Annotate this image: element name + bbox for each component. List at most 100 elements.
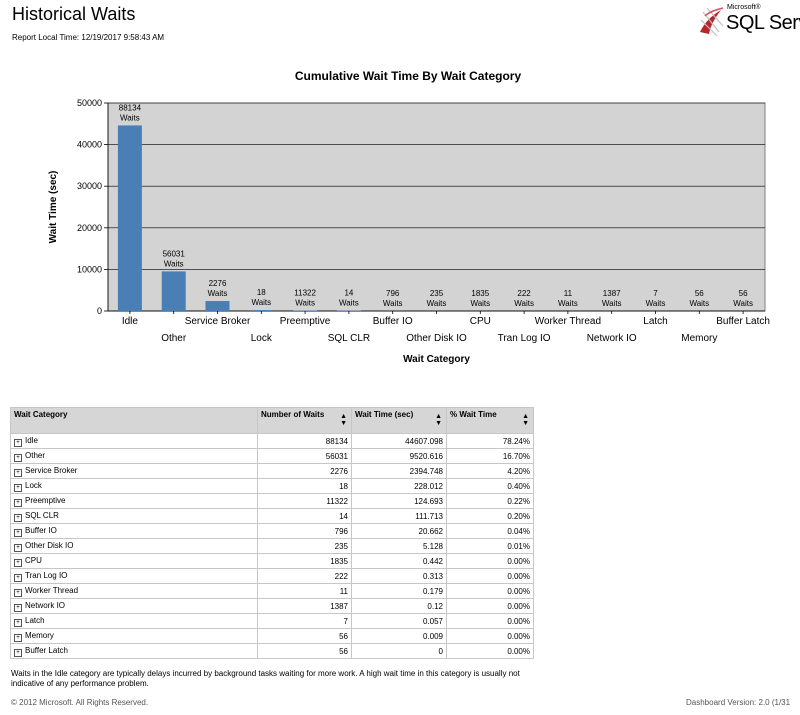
- cell-wait-category: + SQL CLR: [10, 508, 258, 524]
- bar-data-label: 88134: [119, 103, 142, 112]
- x-axis-label: Wait Category: [403, 354, 470, 365]
- sort-updown-icon[interactable]: ▲ ▼: [435, 413, 442, 427]
- expand-icon[interactable]: +: [14, 468, 22, 477]
- cell-wait-category: + Idle: [10, 433, 258, 449]
- x-tick-label: Worker Thread: [535, 316, 601, 327]
- expand-icon[interactable]: +: [14, 633, 22, 642]
- y-tick-label: 10000: [77, 264, 102, 274]
- x-tick-label: Memory: [681, 333, 717, 344]
- table-row: + Preemptive 11322 124.693 0.22%: [10, 493, 534, 509]
- expand-icon[interactable]: +: [14, 438, 22, 447]
- cell-percent-wait-time: 78.24%: [446, 433, 534, 449]
- header-percent-wait-time[interactable]: % Wait Time ▲ ▼: [446, 407, 534, 434]
- header-number-of-waits[interactable]: Number of Waits ▲ ▼: [257, 407, 352, 434]
- cell-percent-wait-time: 0.00%: [446, 613, 534, 629]
- bar-data-label: 11: [564, 289, 573, 298]
- x-tick-label: Tran Log IO: [498, 333, 551, 344]
- bar-data-label: Waits: [164, 259, 184, 268]
- header-wait-time[interactable]: Wait Time (sec) ▲ ▼: [351, 407, 447, 434]
- bar: [117, 125, 142, 311]
- table-row: + Other Disk IO 235 5.128 0.01%: [10, 538, 534, 554]
- x-tick-label: SQL CLR: [328, 333, 370, 344]
- y-tick-label: 0: [97, 306, 102, 316]
- y-tick-label: 20000: [77, 223, 102, 233]
- cell-percent-wait-time: 0.40%: [446, 478, 534, 494]
- bar: [249, 310, 274, 311]
- cell-wait-category: + Memory: [10, 628, 258, 644]
- cell-wait-category: + Buffer Latch: [10, 643, 258, 659]
- cell-number-of-waits: 222: [257, 568, 352, 584]
- cell-number-of-waits: 1835: [257, 553, 352, 569]
- wait-category-label: Buffer Latch: [25, 645, 68, 655]
- expand-icon[interactable]: +: [14, 603, 22, 612]
- x-tick-label: Buffer Latch: [716, 316, 770, 327]
- y-tick-label: 50000: [77, 98, 102, 108]
- cell-number-of-waits: 1387: [257, 598, 352, 614]
- cell-wait-category: + Latch: [10, 613, 258, 629]
- cell-wait-time: 2394.748: [351, 463, 447, 479]
- chart-title: Cumulative Wait Time By Wait Category: [294, 69, 522, 83]
- cell-number-of-waits: 235: [257, 538, 352, 554]
- expand-icon[interactable]: +: [14, 588, 22, 597]
- wait-category-label: Latch: [25, 615, 45, 625]
- cell-percent-wait-time: 16.70%: [446, 448, 534, 464]
- bar-data-label: 56: [695, 289, 704, 298]
- cell-wait-time: 0.12: [351, 598, 447, 614]
- bar-data-label: Waits: [470, 299, 490, 308]
- cell-number-of-waits: 11322: [257, 493, 352, 509]
- bar-data-label: 56: [739, 289, 748, 298]
- dashboard-version: Dashboard Version: 2.0 (1/31: [686, 698, 791, 707]
- table-row: + Buffer Latch 56 0 0.00%: [10, 643, 534, 659]
- wait-category-label: CPU: [25, 555, 42, 565]
- expand-icon[interactable]: +: [14, 618, 22, 627]
- cell-wait-category: + Worker Thread: [10, 583, 258, 599]
- expand-icon[interactable]: +: [14, 573, 22, 582]
- bar-data-label: 235: [430, 289, 444, 298]
- cell-wait-time: 44607.098: [351, 433, 447, 449]
- sort-updown-icon[interactable]: ▲ ▼: [522, 413, 529, 427]
- bar-data-label: Waits: [251, 298, 271, 307]
- bar-data-label: Waits: [646, 299, 666, 308]
- x-tick-label: Idle: [122, 316, 139, 327]
- expand-icon[interactable]: +: [14, 483, 22, 492]
- expand-icon[interactable]: +: [14, 453, 22, 462]
- cell-wait-time: 0.313: [351, 568, 447, 584]
- expand-icon[interactable]: +: [14, 543, 22, 552]
- wait-category-label: Worker Thread: [25, 585, 79, 595]
- wait-category-label: Buffer IO: [25, 525, 57, 535]
- table-row: + Latch 7 0.057 0.00%: [10, 613, 534, 629]
- cell-wait-category: + Buffer IO: [10, 523, 258, 539]
- cell-number-of-waits: 7: [257, 613, 352, 629]
- cell-percent-wait-time: 0.04%: [446, 523, 534, 539]
- expand-icon[interactable]: +: [14, 528, 22, 537]
- x-tick-label: Preemptive: [280, 316, 331, 327]
- expand-icon[interactable]: +: [14, 648, 22, 657]
- cell-percent-wait-time: 0.00%: [446, 553, 534, 569]
- x-tick-label: CPU: [470, 316, 491, 327]
- expand-icon[interactable]: +: [14, 498, 22, 507]
- expand-icon[interactable]: +: [14, 558, 22, 567]
- bar-data-label: 1387: [603, 289, 621, 298]
- cell-percent-wait-time: 0.22%: [446, 493, 534, 509]
- sql-server-logo-icon: [700, 7, 724, 37]
- table-row: + Other 56031 9520.616 16.70%: [10, 448, 534, 464]
- cell-wait-category: + Preemptive: [10, 493, 258, 509]
- header-wait-category[interactable]: Wait Category: [10, 407, 258, 434]
- cell-wait-category: + Other Disk IO: [10, 538, 258, 554]
- cell-wait-time: 0.179: [351, 583, 447, 599]
- cell-wait-time: 111.713: [351, 508, 447, 524]
- cell-number-of-waits: 56: [257, 643, 352, 659]
- table-row: + Lock 18 228.012 0.40%: [10, 478, 534, 494]
- wait-category-label: SQL CLR: [25, 510, 59, 520]
- wait-category-label: Other Disk IO: [25, 540, 74, 550]
- expand-icon[interactable]: +: [14, 513, 22, 522]
- wait-category-label: Preemptive: [25, 495, 66, 505]
- cell-wait-time: 0.057: [351, 613, 447, 629]
- cell-percent-wait-time: 0.00%: [446, 643, 534, 659]
- sort-updown-icon[interactable]: ▲ ▼: [340, 413, 347, 427]
- x-tick-label: Latch: [643, 316, 667, 327]
- table-row: + Idle 88134 44607.098 78.24%: [10, 433, 534, 449]
- bar-data-label: Waits: [602, 299, 622, 308]
- cell-number-of-waits: 11: [257, 583, 352, 599]
